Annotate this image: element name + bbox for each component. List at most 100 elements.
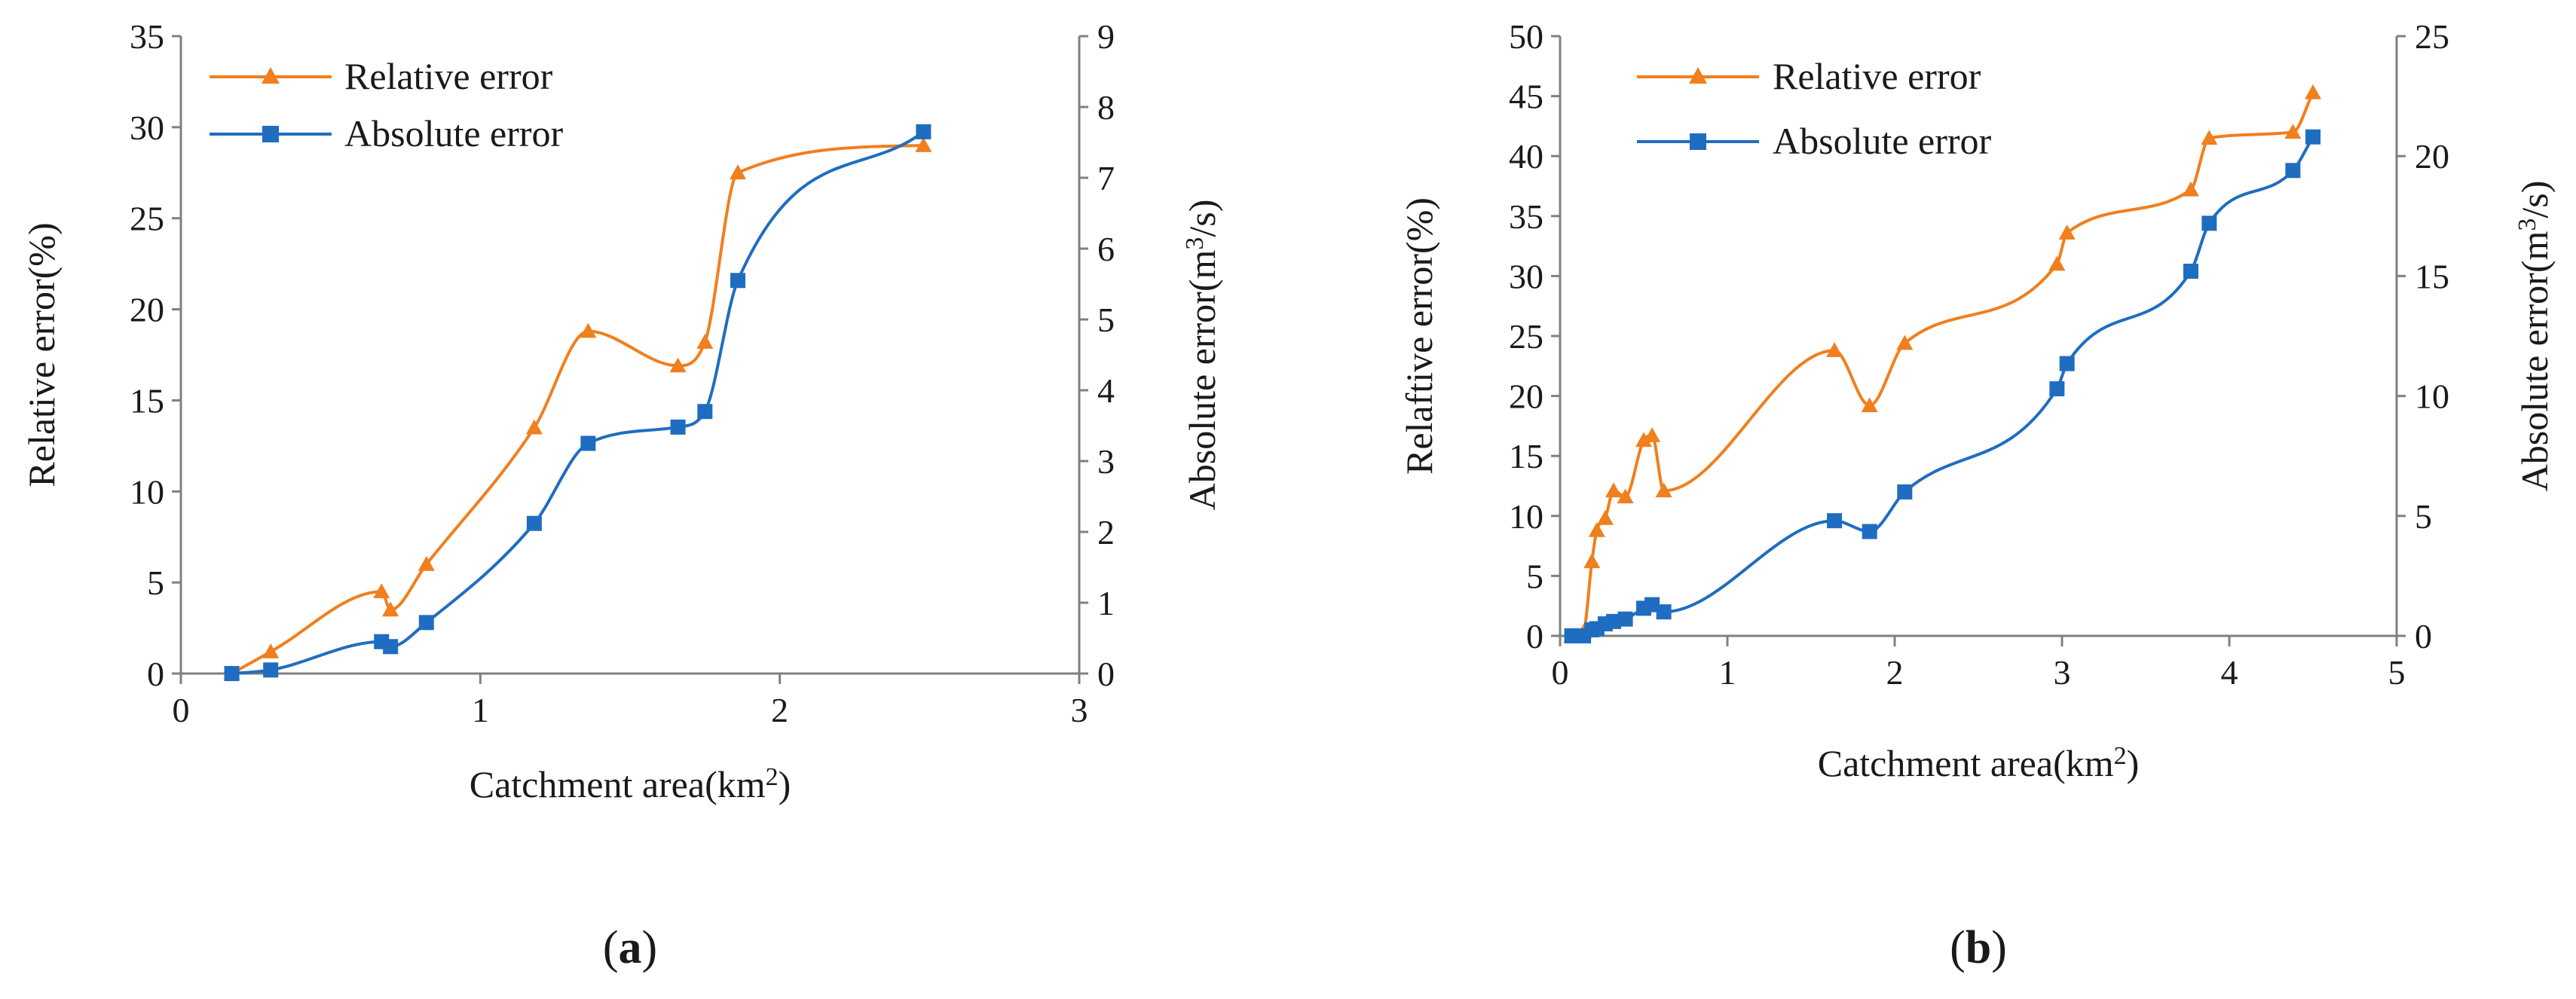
panel-b-absolute-error-point	[1862, 524, 1877, 539]
panel-a-x-title-end: )	[779, 763, 791, 805]
panel-a-y-tick-label: 30	[130, 108, 164, 147]
panel-b-relative-error-point	[1896, 335, 1914, 350]
panel-b-x-title-end: )	[2127, 742, 2140, 784]
panel-b-absolute-error-point	[2183, 264, 2198, 280]
panel-b-x-tick-label: 5	[2388, 653, 2406, 692]
panel-a-relative-error-point	[915, 137, 932, 152]
panel-b-y2-tick-label: 20	[2415, 137, 2449, 176]
panel-b-absolute-error-point	[2201, 215, 2217, 231]
panel-b-absolute-error-point	[2059, 356, 2075, 371]
panel-a-absolute-error-point	[730, 273, 746, 289]
panel-b-relative-error-point	[2305, 84, 2321, 99]
panel-b-relative-error-point	[1635, 432, 1652, 448]
panel-b-relative-error-line	[1571, 91, 2314, 638]
panel-a-y2-tick-label: 9	[1097, 17, 1115, 56]
panel-b-x-tick-label: 2	[1886, 653, 1904, 692]
panel-b-relative-error-point	[1644, 427, 1661, 442]
panel-b-y2-ticks: 0 5 10 15 20 25	[2397, 17, 2449, 655]
panel-a-y2-title-sup: 3	[1181, 237, 1209, 250]
panel-a-y2-ticks: 0 1 2 3 4 5 6 7 8 9	[1079, 17, 1115, 693]
panel-b-relative-error-point	[2182, 181, 2199, 197]
panel-a-plot-frame	[179, 36, 1081, 675]
panel-b-legend-relative-marker	[1689, 67, 1707, 84]
panel-a-caption: (a)	[603, 922, 657, 973]
panel-a-relative-error-point	[525, 419, 543, 435]
panel-b-y-tick-label: 5	[1526, 557, 1543, 595]
panel-a-relative-error-point	[382, 601, 399, 617]
panel-b-relative-error-point	[1826, 342, 1843, 357]
panel-b-y-axis-title: Relaftive error(%)	[1398, 197, 1440, 475]
panel-a-absolute-error-point	[580, 435, 596, 451]
panel-a-relative-error-point	[730, 164, 747, 180]
panel-b-relative-error-point	[1655, 482, 1672, 498]
panel-b-y2-title-end: /s)	[2513, 181, 2556, 218]
panel-a-legend-relative-label: Relative error	[344, 55, 553, 97]
panel-a-y-tick-label: 35	[130, 17, 164, 56]
panel-b-absolute-error-point	[1644, 597, 1660, 613]
panel-a-y2-axis-title: Absolute error(m3/s)	[1181, 200, 1223, 511]
panel-a-relative-error-point	[373, 583, 390, 599]
panel-a-y-tick-label: 5	[147, 564, 164, 602]
panel-a-relative-error-line	[231, 144, 924, 675]
panel-a-x-tick-label: 2	[771, 691, 788, 729]
panel-a-absolute-error-point	[697, 404, 713, 420]
panel-b-y-tick-label: 50	[1509, 17, 1543, 56]
panel-b-x-tick-label: 1	[1719, 653, 1736, 692]
panel-a-relative-error-point	[696, 334, 714, 349]
panel-a-y-tick-label: 0	[147, 655, 164, 693]
panel-a-y2-tick-label: 1	[1097, 584, 1115, 622]
panel-b-y2-axis-title: Absolute error(m3/s)	[2513, 181, 2556, 492]
panel-a-y-tick-label: 25	[130, 200, 164, 238]
panel-a-relative-error-point	[418, 555, 435, 571]
panel-a-y-tick-label: 20	[130, 291, 164, 329]
panel-b-relative-error-point	[1588, 521, 1605, 537]
panel-a-y-tick-label: 10	[130, 472, 164, 511]
panel-b-absolute-error-point	[1827, 513, 1843, 529]
panel-b-y-tick-label: 10	[1509, 497, 1543, 536]
panel-b-absolute-error-point	[1606, 613, 1622, 629]
panel-a-absolute-error-point	[526, 515, 542, 531]
panel-a-absolute-error-point	[418, 615, 434, 631]
panel-a-absolute-error-point	[916, 124, 932, 139]
panel-a-x-tick-label: 3	[1071, 691, 1088, 729]
panel-a-relative-error-point	[669, 357, 687, 373]
panel-b-relative-error-point	[1605, 482, 1623, 498]
panel-b-y-tick-label: 30	[1509, 257, 1543, 295]
panel-b-y2-tick-label: 5	[2415, 497, 2432, 536]
panel-b-y-tick-label: 45	[1509, 78, 1543, 116]
panel-b-relative-error-point	[1861, 397, 1878, 413]
panel-a-y-tick-label: 15	[130, 381, 164, 420]
panel-a-relative-error-point	[580, 322, 597, 338]
panel-a-y-axis-title: Relative error(%)	[20, 222, 63, 487]
panel-a-y2-title-end: /s)	[1181, 200, 1223, 237]
panel-b-absolute-error-point	[2305, 129, 2321, 145]
panel-a-y2-tick-label: 8	[1097, 88, 1115, 127]
panel-a-x-tick-label: 1	[472, 691, 489, 729]
panel-a-legend-absolute-label: Absolute error	[344, 112, 564, 154]
panel-a-y2-tick-label: 2	[1097, 513, 1115, 551]
panel-b-legend-relative-label: Relative error	[1773, 55, 1981, 97]
panel-a-y2-tick-label: 6	[1097, 230, 1115, 268]
panel-a-absolute-error-point	[670, 419, 686, 435]
panel-b-relative-error-point	[2284, 124, 2302, 139]
panel-b-x-tick-label: 3	[2054, 653, 2071, 692]
panel-a-relative-error-point	[262, 643, 280, 658]
panel-a-y2-tick-label: 7	[1097, 159, 1115, 197]
panel-a-absolute-error-point	[383, 639, 399, 655]
panel-a-series	[223, 124, 932, 681]
panel-b-x-tick-label: 0	[1552, 653, 1569, 692]
panel-b-x-title-sup: 2	[2114, 742, 2127, 770]
panel-b-absolute-error-line	[1571, 136, 2314, 638]
panel-b-series	[1563, 84, 2321, 643]
panel-b-y-tick-label: 25	[1509, 317, 1543, 356]
panel-b-y2-title-main: Absolute error(m	[2513, 231, 2556, 492]
panel-b-y-tick-label: 0	[1526, 617, 1543, 655]
panel-b-absolute-error-point	[1897, 484, 1913, 500]
panel-a-legend-absolute: Absolute error	[210, 112, 564, 154]
panel-b-legend: Relative error Absolute error	[1637, 55, 1992, 162]
panel-b-y2-tick-label: 10	[2415, 377, 2449, 416]
panel-b-caption: (b)	[1950, 922, 2007, 973]
panel-b-caption-letter: b	[1966, 922, 1991, 973]
